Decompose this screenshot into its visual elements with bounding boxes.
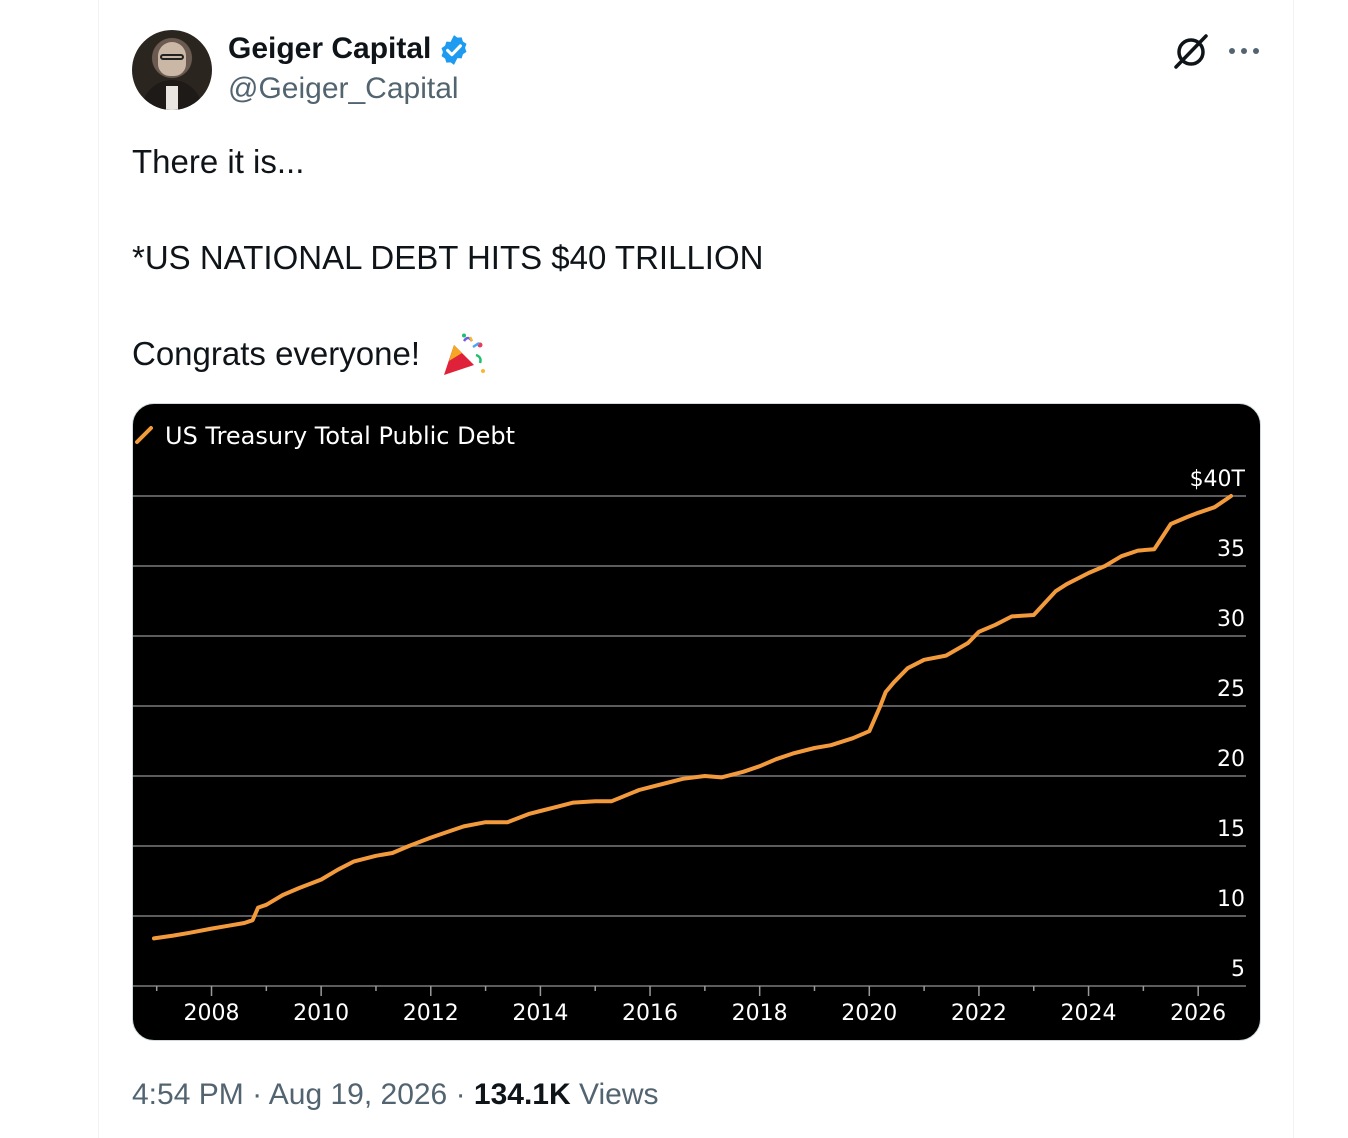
tweet-text-line-3: Congrats everyone! [132, 335, 420, 372]
y-tick-label: 10 [1217, 887, 1245, 912]
tweet-meta: 4:54 PM · Aug 19, 2026 · 134.1K Views [132, 1075, 659, 1115]
x-tick-label: 2024 [1061, 1001, 1117, 1026]
y-tick-label: $40T [1190, 467, 1246, 492]
grok-icon[interactable] [1171, 31, 1211, 71]
meta-separator: · [447, 1078, 474, 1111]
tweet-card [98, 0, 1294, 1138]
x-tick-label: 2012 [403, 1001, 459, 1026]
tweet-text-line-2: *US NATIONAL DEBT HITS $40 TRILLION [132, 239, 764, 276]
y-tick-label: 30 [1217, 607, 1245, 632]
author-avatar[interactable] [132, 30, 212, 110]
chart-image[interactable]: 2008 2010 2012 2014 2016 2018 2020 2022 2024 2026… [132, 403, 1261, 1041]
debt-series-line [152, 494, 1234, 941]
view-count: 134.1K [473, 1078, 571, 1111]
y-tick-label: 35 [1217, 537, 1245, 562]
avatar-shirt [166, 86, 178, 110]
x-tick-label: 2016 [622, 1001, 678, 1026]
tweet-date[interactable]: Aug 19, 2026 [268, 1078, 448, 1111]
x-tick-label: 2018 [732, 1001, 788, 1026]
author-name[interactable]: Geiger Capital [228, 32, 432, 65]
y-tick-label: 5 [1231, 957, 1245, 982]
x-tick-label: 2010 [293, 1001, 349, 1026]
chart-legend: US Treasury Total Public Debt [135, 422, 515, 450]
x-tick-label: 2020 [841, 1001, 897, 1026]
tweet-time[interactable]: 4:54 PM [132, 1078, 244, 1111]
x-tick-label: 2008 [184, 1001, 240, 1026]
x-tick-label: 2022 [951, 1001, 1007, 1026]
meta-separator: · [243, 1078, 269, 1111]
grid-layer [133, 495, 1246, 987]
debt-chart: 2008 2010 2012 2014 2016 2018 2020 2022 2024 2026… [133, 422, 1246, 1026]
avatar-glasses [160, 54, 184, 60]
tweet-text-line-1: There it is... [132, 143, 305, 180]
legend-label: US Treasury Total Public Debt [165, 422, 515, 450]
verified-badge-icon [441, 35, 467, 65]
party-popper-emoji [444, 333, 485, 375]
legend-swatch [135, 426, 153, 444]
series-layer [152, 494, 1234, 941]
y-tick-label: 20 [1217, 747, 1245, 772]
more-icon[interactable] [1226, 36, 1262, 66]
author-handle[interactable]: @Geiger_Capital [228, 72, 459, 105]
x-axis: 2008 2010 2012 2014 2016 2018 2020 2022 2024 2026 [155, 986, 1226, 1026]
y-tick-label: 25 [1217, 677, 1245, 702]
y-tick-label: 15 [1217, 817, 1245, 842]
y-axis: 5 10 15 20 25 30 35 $40T [1190, 467, 1246, 982]
views-label: Views [570, 1078, 659, 1111]
x-tick-label: 2026 [1170, 1001, 1226, 1026]
x-tick-label: 2014 [512, 1001, 568, 1026]
